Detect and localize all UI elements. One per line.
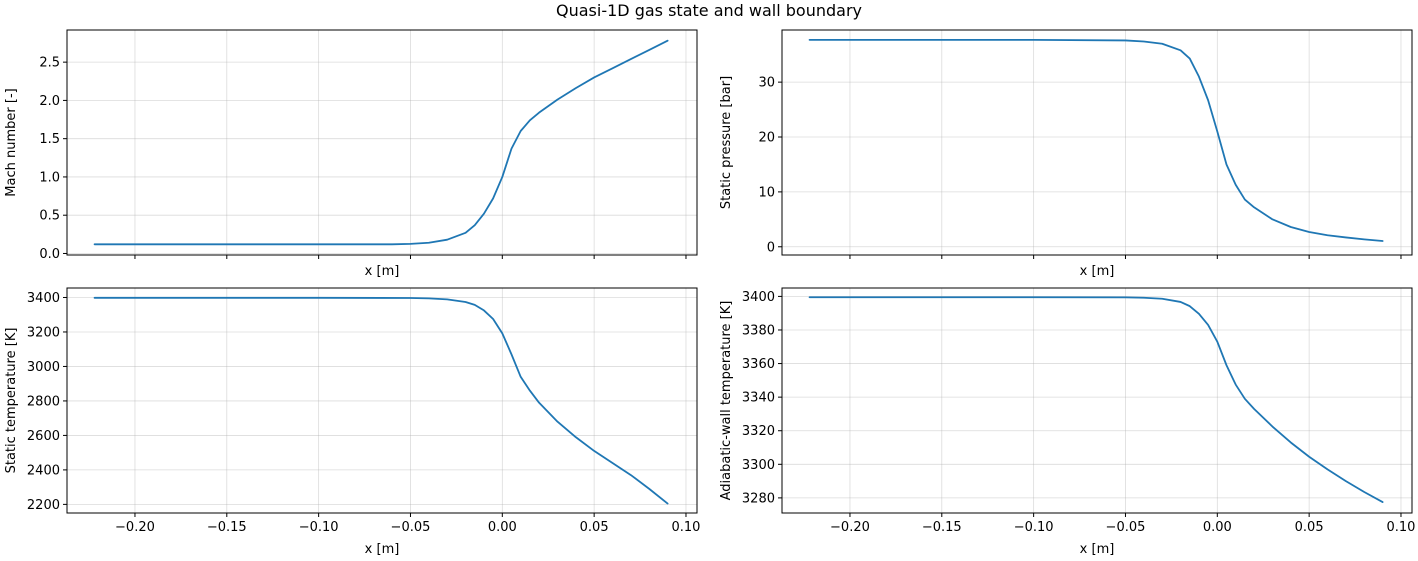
subplot-1: 0.0 0.5 1.0 1.5 2.0 2.5 x [m] Mach number [-]: [4, 29, 698, 279]
axes-frame: [781, 287, 1413, 514]
figure-title: Quasi-1D gas state and wall boundary: [556, 1, 862, 20]
x-tick-label: 0.05: [1295, 520, 1324, 535]
y-tick-label: 3000: [27, 360, 60, 375]
x-tick-label: 0.10: [672, 520, 701, 535]
y-axis-label: Static pressure [bar]: [719, 76, 734, 209]
x-tick-label: 0.10: [1387, 520, 1416, 535]
x-axis-label: x [m]: [1080, 264, 1115, 279]
y-tick-label: 3340: [742, 391, 775, 406]
x-tick-label: −0.20: [830, 520, 870, 535]
series-line-1: [93, 39, 669, 246]
x-axis-label: x [m]: [1080, 542, 1115, 557]
y-tick-label: 10: [758, 185, 775, 200]
axes-frame: [66, 29, 698, 256]
subplot-3: −0.20 −0.15 −0.10 −0.05 0.00 0.05 0.10 2200 2400…: [4, 287, 701, 557]
y-tick-label: 2.5: [39, 56, 60, 71]
y-tick-label: 20: [758, 131, 775, 146]
x-tick-label: −0.05: [1106, 520, 1146, 535]
x-tick-label: −0.05: [391, 520, 431, 535]
y-tick-label: 3360: [742, 357, 775, 372]
x-tick-label: −0.15: [207, 520, 247, 535]
x-tick-label: 0.00: [1203, 520, 1232, 535]
y-tick-label: 2800: [27, 394, 60, 409]
series-line-1: [808, 38, 1384, 242]
x-tick-label: −0.10: [1014, 520, 1054, 535]
y-tick-label: 1.0: [39, 170, 60, 185]
y-tick-label: 3280: [742, 491, 775, 506]
y-tick-label: 3200: [27, 325, 60, 340]
y-tick-label: 2200: [27, 498, 60, 513]
y-tick-label: 3400: [27, 291, 60, 306]
y-tick-label: 0: [767, 240, 775, 255]
x-axis-label: x [m]: [365, 264, 400, 279]
y-tick-label: 0.5: [39, 209, 60, 224]
y-tick-label: 1.5: [39, 132, 60, 147]
y-tick-label: 2.0: [39, 94, 60, 109]
x-tick-label: −0.10: [299, 520, 339, 535]
x-tick-label: −0.20: [115, 520, 155, 535]
x-tick-label: 0.05: [580, 520, 609, 535]
y-axis-label: Adiabatic-wall temperature [K]: [719, 301, 734, 501]
axes-frame: [66, 287, 698, 514]
y-tick-label: 3300: [742, 458, 775, 473]
y-axis-label: Mach number [-]: [4, 88, 19, 196]
x-tick-label: 0.00: [488, 520, 517, 535]
y-tick-label: 30: [758, 76, 775, 91]
subplot-4: −0.20 −0.15 −0.10 −0.05 0.00 0.05 0.10 3280 3300…: [719, 287, 1416, 557]
series-line-1: [808, 296, 1384, 503]
y-tick-label: 2400: [27, 463, 60, 478]
x-tick-label: −0.15: [922, 520, 962, 535]
subplot-2: 0 10 20 30 x [m] Static pressure [bar]: [719, 29, 1413, 279]
series-line-1: [93, 296, 669, 505]
x-axis-label: x [m]: [365, 542, 400, 557]
y-tick-label: 2600: [27, 429, 60, 444]
axes-frame: [781, 29, 1413, 256]
y-tick-label: 3320: [742, 424, 775, 439]
y-tick-label: 0.0: [39, 247, 60, 262]
y-axis-label: Static temperature [K]: [4, 328, 19, 474]
y-tick-label: 3380: [742, 323, 775, 338]
y-tick-label: 3400: [742, 290, 775, 305]
